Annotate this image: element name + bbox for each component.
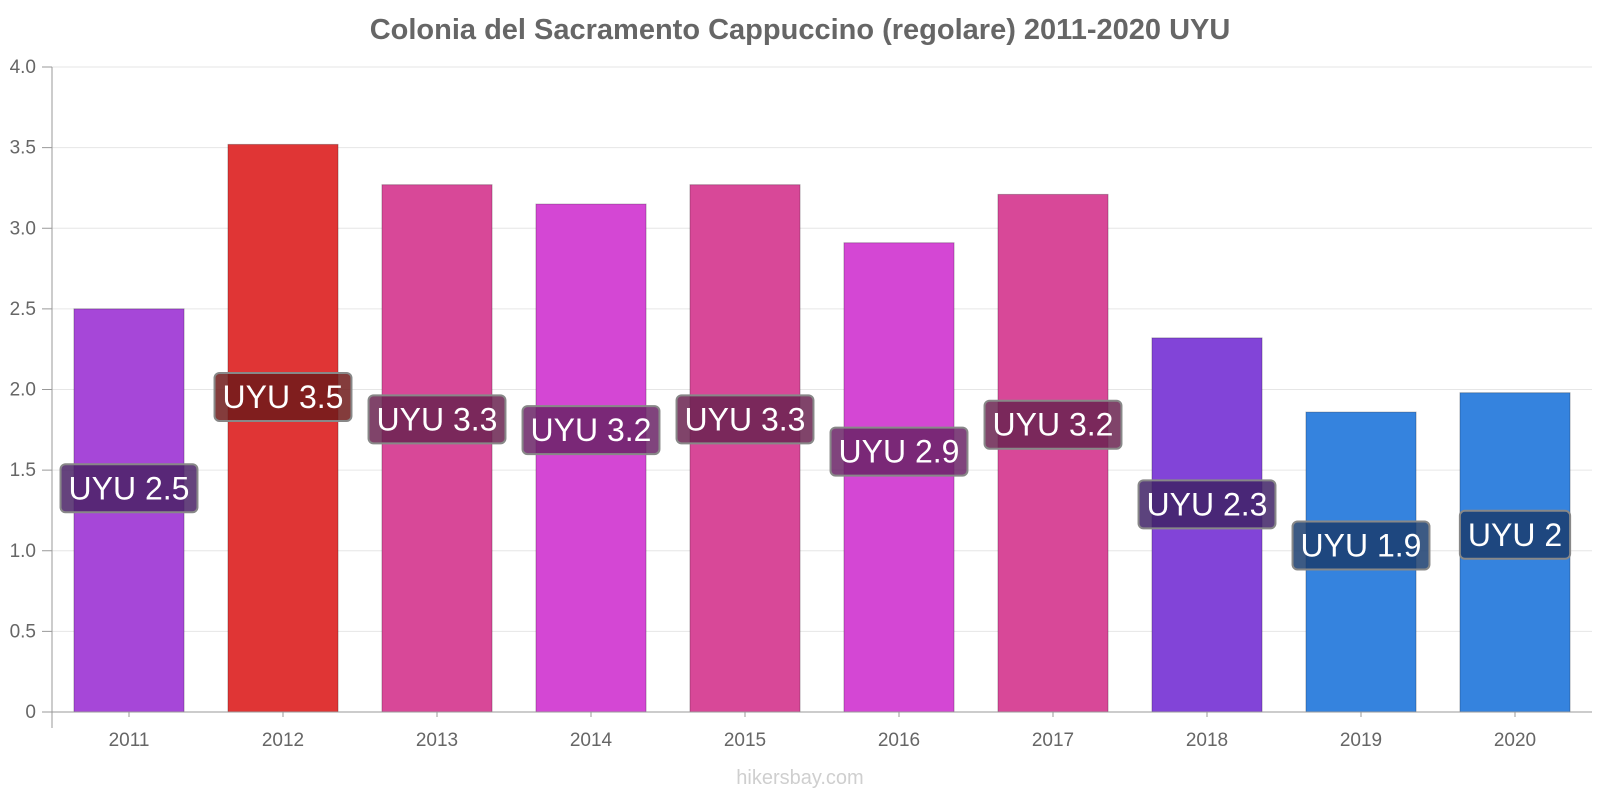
bar-2017 [997,193,1109,713]
y-tick-label: 1.0 [10,541,36,562]
y-tick-label: 0 [25,702,36,723]
x-tick-label: 2013 [416,730,458,751]
x-tick-label: 2015 [724,730,766,751]
data-label-text: UYU 2 [1468,517,1562,553]
bar-2015 [689,184,801,713]
data-label-2017: UYU 3.2 [983,399,1123,450]
data-label-box [367,394,507,445]
data-label-text: UYU 3.2 [993,407,1114,443]
data-label-box [1137,479,1277,530]
data-label-2020: UYU 2 [1458,509,1572,560]
x-tick-label: 2012 [262,730,304,751]
data-label-2012: UYU 3.5 [213,371,353,422]
data-label-text: UYU 3.3 [685,401,806,437]
data-label-2016: UYU 2.9 [829,426,969,477]
data-label-text: UYU 3.2 [531,412,652,448]
data-label-2011: UYU 2.5 [59,463,199,514]
data-label-text: UYU 1.9 [1301,528,1422,564]
data-label-box [59,463,199,514]
y-tick-label: 3.5 [10,138,36,159]
x-tick-label: 2011 [109,730,150,751]
data-label-2014: UYU 3.2 [521,405,661,456]
y-tick-label: 1.5 [10,460,36,481]
data-label-2019: UYU 1.9 [1291,520,1431,571]
y-tick-label: 4.0 [10,57,36,78]
data-label-2018: UYU 2.3 [1137,479,1277,530]
chart-title: Colonia del Sacramento Cappuccino (regol… [369,14,1231,46]
data-label-box [213,371,353,422]
data-label-text: UYU 2.9 [839,434,960,470]
data-label-box [1458,509,1572,560]
x-tick-label: 2018 [1186,730,1228,751]
bar-2012 [227,143,339,713]
data-labels: UYU 2.5 UYU 3.5 UYU 3.3 UYU 3.2 UYU 3.3 UYU 2… [59,371,1572,571]
bars [73,143,1571,713]
x-tick-label: 2014 [570,730,613,751]
bar-2016 [843,242,955,713]
data-label-text: UYU 2.3 [1147,486,1268,522]
data-label-box [1291,520,1431,571]
y-tick-label: 2.5 [10,299,36,320]
data-label-box [829,426,969,477]
y-tick-label: 3.0 [10,218,36,239]
data-label-box [521,405,661,456]
data-label-box [675,394,815,445]
bar-2013 [381,184,493,713]
x-tick-label: 2019 [1340,730,1382,751]
axes: 0 0.5 1.0 1.5 2.0 2.5 3.0 3.5 4.0 2011 2012 2013 201… [10,57,1592,751]
data-label-2013: UYU 3.3 [367,394,507,445]
x-tick-label: 2020 [1494,730,1536,751]
data-label-text: UYU 2.5 [69,470,190,506]
x-tick-label: 2017 [1032,730,1074,751]
data-label-2015: UYU 3.3 [675,394,815,445]
data-label-text: UYU 3.5 [223,379,344,415]
x-tick-label: 2016 [878,730,920,751]
y-tick-label: 2.0 [10,380,36,401]
bar-2014 [535,203,647,713]
watermark: hikersbay.com [736,767,864,789]
data-label-box [983,399,1123,450]
data-label-text: UYU 3.3 [377,401,498,437]
y-tick-label: 0.5 [10,621,36,642]
